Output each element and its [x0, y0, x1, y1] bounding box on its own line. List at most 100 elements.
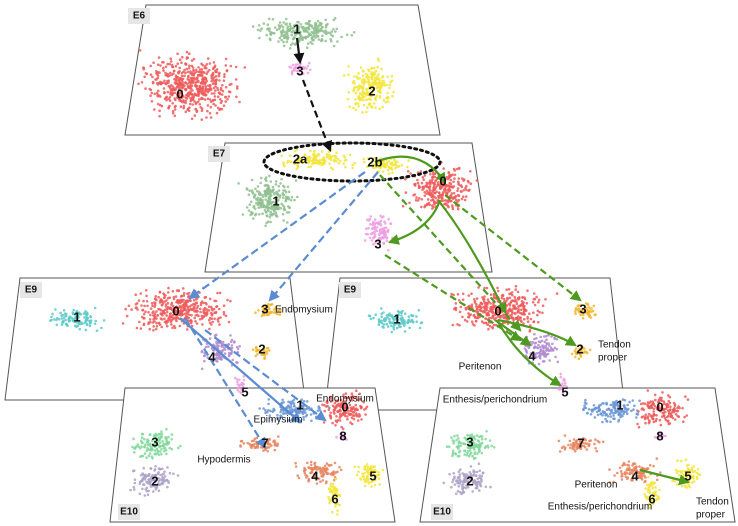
cell-point: [296, 165, 300, 169]
cell-point: [306, 35, 310, 38]
cell-point: [480, 451, 484, 455]
cell-point: [200, 350, 204, 354]
cell-point: [139, 447, 142, 450]
cell-point: [183, 88, 187, 91]
cell-point: [148, 442, 152, 446]
cell-point: [269, 310, 272, 314]
cell-point: [254, 311, 257, 315]
cell-point: [311, 26, 314, 29]
cell-point: [251, 444, 254, 447]
cell-point: [142, 473, 145, 477]
cell-point: [148, 482, 152, 486]
cell-point: [216, 291, 219, 295]
cell-point: [141, 308, 145, 312]
cell-point: [167, 435, 170, 439]
cell-point: [354, 108, 358, 112]
cluster-label: 2: [466, 473, 473, 488]
cell-point: [380, 163, 384, 166]
cell-point: [188, 92, 192, 96]
cell-point: [220, 357, 223, 361]
cell-point: [457, 166, 461, 170]
cell-point: [357, 470, 360, 474]
cell-point: [467, 476, 471, 480]
cell-point: [304, 30, 307, 33]
cell-point: [336, 502, 340, 506]
cell-point: [273, 439, 276, 442]
cell-point: [536, 309, 540, 313]
cell-point: [174, 104, 177, 108]
cell-point: [579, 313, 582, 317]
cell-point: [442, 167, 446, 170]
cell-point: [390, 324, 393, 328]
cell-point: [259, 181, 263, 185]
cell-point: [686, 398, 690, 401]
cell-point: [154, 452, 158, 456]
cell-point: [335, 160, 338, 163]
cell-point: [328, 406, 331, 410]
cell-point: [253, 196, 256, 199]
cell-point: [372, 220, 375, 224]
cell-point: [407, 159, 410, 162]
cell-point: [312, 152, 316, 156]
arrow: [497, 321, 562, 387]
cell-point: [325, 405, 328, 408]
cell-point: [222, 346, 226, 349]
cell-point: [620, 478, 624, 481]
cell-point: [200, 317, 204, 320]
cell-point: [277, 40, 280, 43]
cell-point: [314, 29, 318, 33]
cell-point: [261, 205, 265, 209]
cell-point: [184, 101, 187, 105]
cell-point: [673, 418, 677, 421]
cell-point: [461, 487, 464, 490]
cell-point: [521, 296, 524, 299]
cell-point: [200, 71, 203, 74]
cell-point: [224, 95, 227, 99]
cell-point: [416, 181, 420, 185]
cell-point: [364, 480, 368, 483]
cell-point: [310, 419, 313, 423]
cell-point: [375, 226, 379, 229]
cell-point: [94, 319, 98, 323]
cell-point: [397, 323, 400, 326]
cell-point: [523, 317, 526, 321]
cell-point: [145, 294, 148, 298]
cell-point: [157, 295, 160, 299]
cell-point: [142, 317, 145, 320]
cell-point: [459, 184, 463, 187]
cell-point: [238, 378, 241, 382]
cell-point: [377, 477, 381, 480]
cell-point: [339, 494, 342, 498]
cell-point: [652, 413, 656, 416]
cell-point: [525, 301, 529, 305]
cell-point: [471, 490, 475, 493]
cell-point: [203, 359, 206, 363]
cell-point: [393, 321, 396, 325]
cell-point: [510, 314, 513, 317]
cell-point: [276, 192, 279, 195]
cell-point: [458, 324, 461, 327]
cell-point: [462, 474, 466, 478]
cell-point: [474, 474, 478, 477]
cell-point: [456, 193, 460, 197]
cell-point: [609, 415, 613, 418]
cell-point: [165, 321, 168, 324]
cell-point: [612, 405, 615, 409]
cell-point: [179, 295, 183, 298]
cell-point: [302, 407, 305, 411]
cell-point: [282, 193, 286, 197]
cell-point: [380, 315, 383, 319]
cell-point: [72, 308, 75, 312]
cell-point: [54, 308, 57, 311]
cell-point: [146, 446, 149, 450]
cell-point: [193, 114, 197, 117]
cell-point: [329, 411, 333, 415]
cell-point: [181, 80, 184, 84]
cell-point: [234, 78, 238, 81]
cell-point: [656, 495, 660, 499]
cell-point: [367, 78, 370, 81]
cell-point: [173, 91, 177, 95]
cell-point: [258, 213, 261, 216]
cell-point: [378, 87, 382, 91]
cell-point: [574, 307, 578, 310]
